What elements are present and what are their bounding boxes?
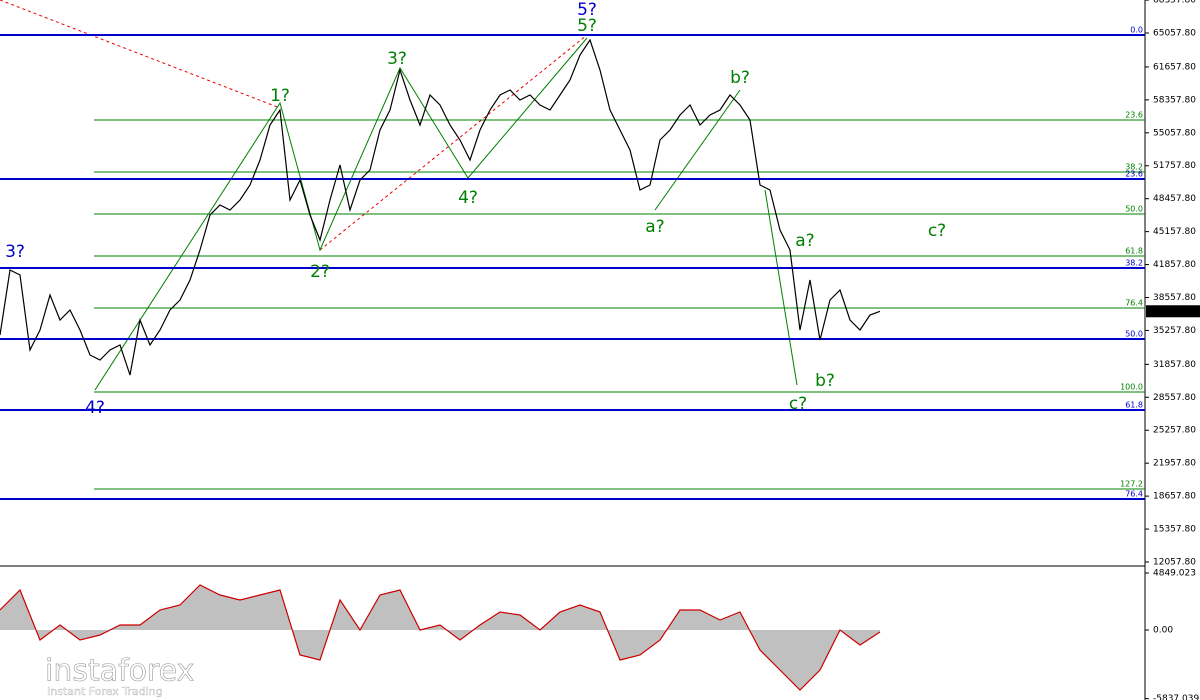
fib-label: 76.4 — [1125, 490, 1143, 499]
wave-label: 4? — [85, 398, 105, 418]
fib-label: 0.0 — [1130, 26, 1143, 35]
wave-label: 3? — [5, 242, 25, 262]
wave-line — [654, 89, 741, 211]
y-tick-label: 68357.80 — [1153, 0, 1196, 6]
wave-label: 5? — [577, 0, 597, 20]
fib-label: 61.8 — [1125, 247, 1143, 256]
y-tick-label: 51757.80 — [1153, 161, 1196, 171]
fib-label: 23.6 — [1125, 170, 1143, 179]
wave-label: c? — [789, 394, 807, 414]
y-tick-label: 38557.80 — [1153, 293, 1196, 303]
wave-label: 3? — [387, 49, 407, 69]
y-tick-label: 12057.80 — [1153, 557, 1196, 567]
fib-label: 127.2 — [1120, 480, 1143, 489]
y-tick-label: 58357.80 — [1153, 95, 1196, 105]
fib-label: 76.4 — [1125, 299, 1143, 308]
y-tick-label: -5837.039 — [1153, 694, 1199, 700]
wave-label: c? — [928, 221, 946, 241]
fib-label: 61.8 — [1125, 401, 1143, 410]
trend-line — [0, 0, 281, 109]
y-tick-label: 55057.80 — [1153, 128, 1196, 138]
y-tick-label: 48457.80 — [1153, 194, 1196, 204]
y-tick-label: 41857.80 — [1153, 260, 1196, 270]
price-line — [0, 38, 881, 376]
wave-line — [764, 189, 798, 386]
y-tick-label: 61657.80 — [1153, 62, 1196, 72]
y-tick-label: 65057.80 — [1153, 28, 1196, 38]
wave-line — [94, 37, 588, 391]
logo: instaforex Instant Forex Trading — [8, 653, 195, 698]
fib-label: 100.0 — [1120, 383, 1143, 392]
y-tick-label: 31857.80 — [1153, 360, 1196, 370]
wave-label: b? — [730, 68, 750, 88]
y-tick-label: 35257.80 — [1153, 326, 1196, 336]
fib-label: 50.0 — [1125, 330, 1143, 339]
y-tick-label: 15357.80 — [1153, 525, 1196, 535]
fib-label: 38.2 — [1125, 259, 1143, 268]
fib-label: 23.6 — [1125, 111, 1143, 120]
wave-label: a? — [645, 217, 664, 237]
fib-label: 38.2 — [1125, 163, 1143, 172]
wave-label: a? — [795, 231, 814, 251]
logo-icon — [8, 662, 40, 694]
last-price-box — [1146, 305, 1200, 318]
y-tick-label: 25257.80 — [1153, 426, 1196, 436]
wave-label: 5? — [577, 16, 597, 36]
oscillator-line — [0, 584, 881, 691]
y-tick-label: 0.00 — [1153, 626, 1173, 636]
logo-tagline: Instant Forex Trading — [47, 685, 163, 698]
wave-label: 1? — [270, 86, 290, 106]
last-price-label: 37178.97 — [1149, 307, 1192, 317]
wave-label: 2? — [310, 262, 330, 282]
logo-name: instaforex — [45, 654, 194, 689]
oscillator-area — [0, 585, 880, 690]
fib-label: 50.0 — [1125, 205, 1143, 214]
wave-label: 4? — [458, 188, 478, 208]
y-tick-label: 28557.80 — [1153, 393, 1196, 403]
y-tick-label: 45157.80 — [1153, 227, 1196, 237]
wave-label: b? — [815, 371, 835, 391]
y-tick-label: 18657.80 — [1153, 492, 1196, 502]
y-tick-label: 4849.023 — [1153, 568, 1196, 578]
y-tick-label: 21957.80 — [1153, 459, 1196, 469]
